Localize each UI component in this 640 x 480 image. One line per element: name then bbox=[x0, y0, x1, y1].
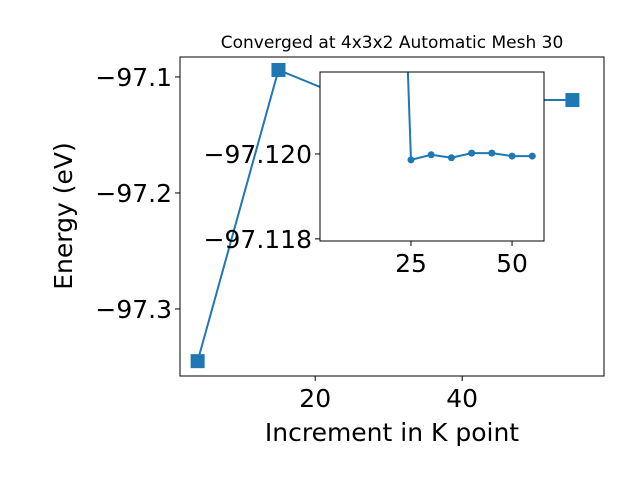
chart-title: Converged at 4x3x2 Automatic Mesh 30 bbox=[221, 33, 564, 53]
x-tick-label: 40 bbox=[446, 384, 478, 413]
y-axis-label: Energy (eV) bbox=[49, 142, 78, 289]
point bbox=[190, 354, 205, 369]
plot-area bbox=[406, 72, 536, 164]
point bbox=[488, 149, 496, 157]
x-tick-label: 25 bbox=[395, 249, 427, 278]
axes-frame bbox=[319, 71, 545, 242]
point bbox=[427, 151, 435, 159]
x-tick-label: 50 bbox=[496, 249, 528, 278]
point bbox=[407, 156, 415, 164]
point bbox=[468, 149, 476, 157]
point bbox=[508, 152, 516, 160]
axes-frame bbox=[179, 56, 605, 377]
y-tick-label: −97.118 bbox=[204, 225, 312, 254]
point bbox=[565, 93, 580, 108]
y-tick-label: −97.2 bbox=[95, 179, 172, 208]
point bbox=[271, 62, 286, 77]
x-axis-label: Increment in K point bbox=[265, 418, 519, 447]
point bbox=[447, 154, 455, 162]
y-tick-label: −97.3 bbox=[95, 295, 172, 324]
x-tick-label: 20 bbox=[299, 384, 331, 413]
y-tick-label: −97.1 bbox=[95, 63, 172, 92]
point bbox=[528, 152, 536, 160]
y-tick-label: −97.120 bbox=[204, 140, 312, 169]
